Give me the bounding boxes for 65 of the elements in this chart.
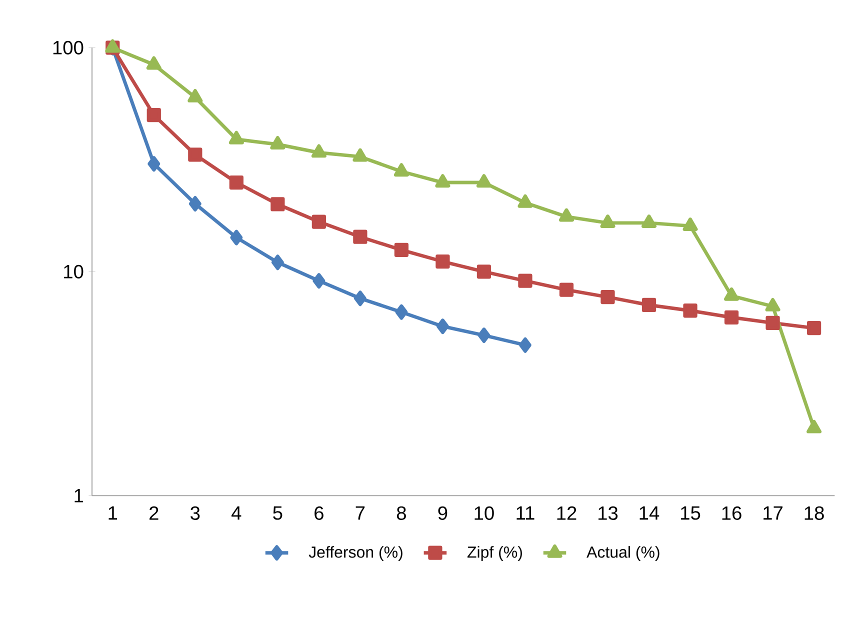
point xyxy=(188,88,203,102)
point xyxy=(395,304,408,320)
point xyxy=(270,136,286,150)
point xyxy=(724,310,739,324)
point xyxy=(600,214,616,228)
x-tick-label: 9 xyxy=(438,506,448,520)
point xyxy=(230,230,243,246)
point xyxy=(146,108,161,122)
point xyxy=(518,194,533,208)
point xyxy=(229,175,244,190)
point xyxy=(436,254,450,269)
point xyxy=(600,290,615,304)
x-tick-label: 16 xyxy=(722,506,742,520)
point xyxy=(146,56,162,70)
y-tick-label: 100 xyxy=(53,40,84,54)
point xyxy=(476,264,492,279)
x-tick-label: 18 xyxy=(804,506,824,520)
point xyxy=(354,290,366,306)
legend-label: Jefferson (%) xyxy=(308,546,402,561)
point xyxy=(188,148,202,162)
point xyxy=(559,282,574,297)
point xyxy=(270,197,285,212)
point xyxy=(683,304,698,318)
x-tick-label: 11 xyxy=(516,506,534,520)
point xyxy=(806,320,822,336)
x-tick-label: 14 xyxy=(640,506,660,520)
point xyxy=(311,144,326,158)
point xyxy=(353,230,368,244)
x-tick-label: 6 xyxy=(314,506,324,520)
point xyxy=(312,273,326,289)
y-tick-label: 1 xyxy=(74,489,84,502)
point xyxy=(394,242,409,258)
point xyxy=(394,163,409,177)
point xyxy=(271,254,284,270)
point xyxy=(682,218,698,232)
x-tick-label: 13 xyxy=(598,506,618,520)
point xyxy=(558,208,574,222)
point xyxy=(228,130,244,144)
point xyxy=(642,298,656,312)
point xyxy=(312,214,326,229)
point xyxy=(766,316,780,330)
x-tick-label: 7 xyxy=(356,506,365,520)
x-tick-label: 15 xyxy=(681,506,700,520)
x-tick-label: 8 xyxy=(396,506,406,520)
x-tick-label: 4 xyxy=(232,506,242,520)
x-tick-label: 12 xyxy=(557,506,576,520)
point xyxy=(436,318,449,334)
point xyxy=(641,214,657,228)
point xyxy=(352,148,368,162)
legend-label: Actual (%) xyxy=(586,546,660,561)
point xyxy=(518,274,532,288)
x-tick-label: 3 xyxy=(190,506,200,520)
x-tick-label: 5 xyxy=(273,506,282,520)
y-tick-label: 10 xyxy=(64,264,84,278)
point xyxy=(435,174,450,188)
x-tick-label: 17 xyxy=(764,506,782,520)
x-tick-label: 1 xyxy=(108,506,118,520)
legend-label: Zipf (%) xyxy=(467,546,522,561)
point xyxy=(478,328,490,344)
point xyxy=(148,156,160,172)
point xyxy=(518,337,532,353)
point xyxy=(188,196,202,212)
point xyxy=(476,174,492,188)
x-tick-label: 2 xyxy=(150,506,158,520)
x-tick-label: 10 xyxy=(474,506,494,520)
